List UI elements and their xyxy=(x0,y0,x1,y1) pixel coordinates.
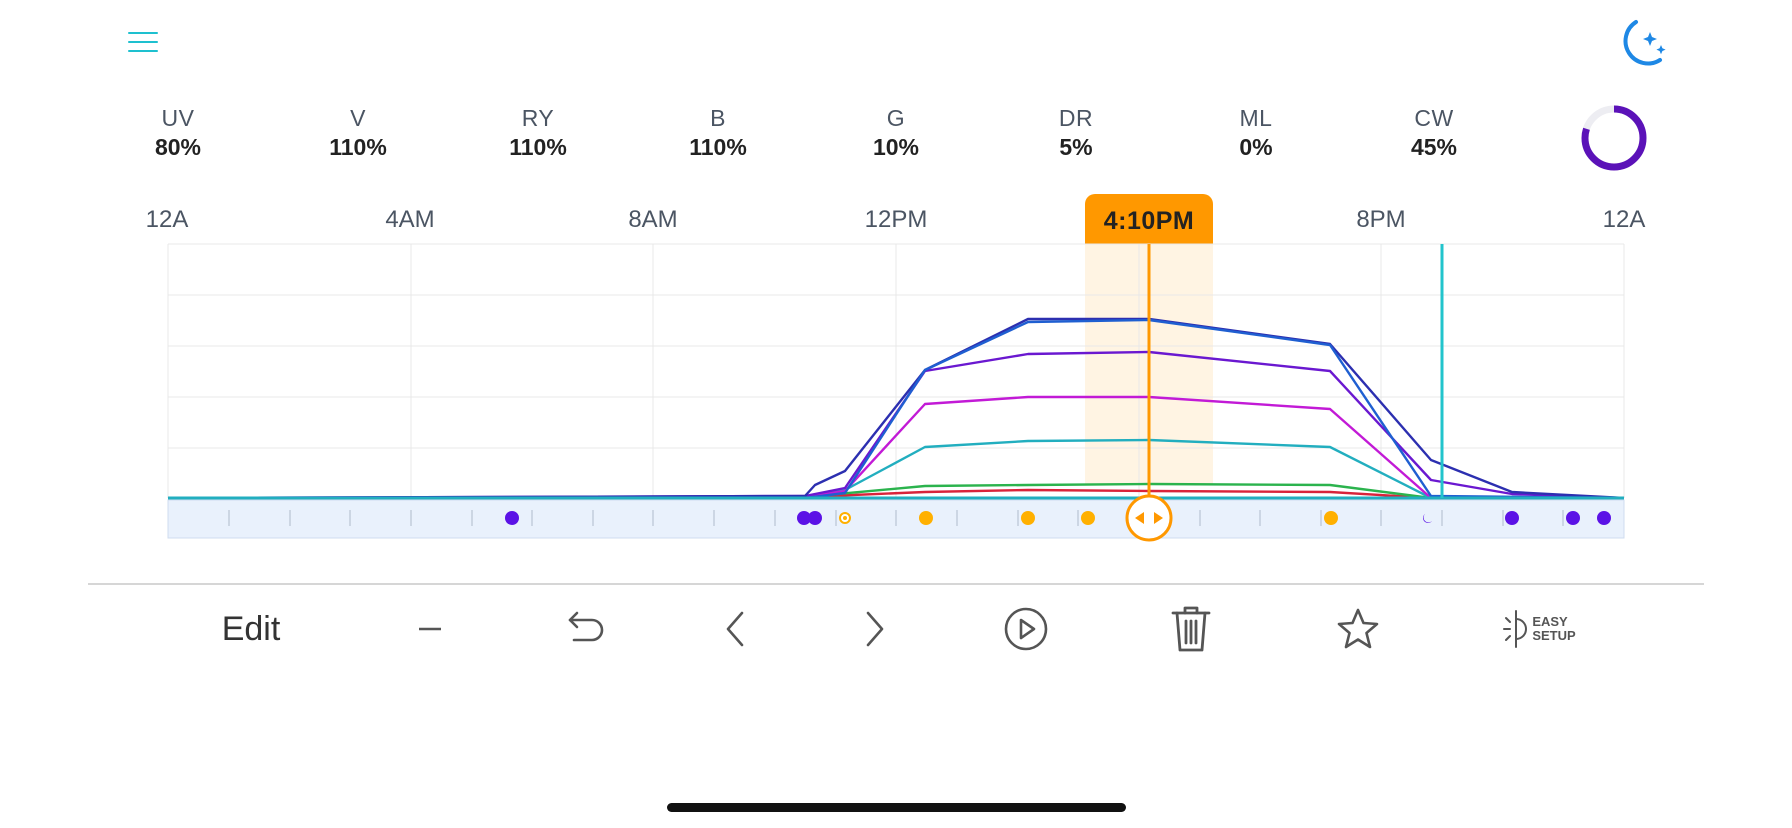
divider xyxy=(88,583,1704,585)
keyframe-dot[interactable] xyxy=(808,511,822,525)
keyframe-dot[interactable] xyxy=(919,511,933,525)
current-time-badge[interactable]: 4:10PM xyxy=(1085,194,1213,244)
curve-ry xyxy=(167,395,1624,500)
channel-name: B xyxy=(710,105,726,131)
keyframe-dot[interactable] xyxy=(1597,511,1611,525)
channel-g[interactable]: G 10% xyxy=(836,104,956,162)
time-label: 12A xyxy=(1602,206,1646,233)
channel-name: UV xyxy=(161,105,195,131)
channel-value: 110% xyxy=(509,134,567,160)
channel-name: V xyxy=(350,105,366,131)
time-label: 12A xyxy=(145,206,189,233)
keyframe-dot[interactable] xyxy=(1566,511,1580,525)
channel-ml[interactable]: ML 0% xyxy=(1196,104,1316,162)
channel-ry[interactable]: RY 110% xyxy=(478,104,598,162)
time-label: 8AM xyxy=(628,206,678,233)
channel-b[interactable]: B 110% xyxy=(658,104,778,162)
channel-value: 110% xyxy=(329,134,387,160)
home-indicator xyxy=(667,803,1126,812)
time-scrubber-handle[interactable] xyxy=(1125,494,1173,542)
chevron-right-icon[interactable] xyxy=(849,602,899,656)
channel-value: 110% xyxy=(689,134,747,160)
trash-icon[interactable] xyxy=(1165,602,1217,656)
channel-value: 5% xyxy=(1059,134,1093,160)
keyframe-markers[interactable] xyxy=(505,511,1611,525)
star-icon[interactable] xyxy=(1332,602,1384,656)
keyframe-dot[interactable] xyxy=(1505,511,1519,525)
play-icon[interactable] xyxy=(1000,602,1052,656)
menu-button[interactable] xyxy=(126,28,160,58)
channel-name: DR xyxy=(1058,105,1094,131)
channel-value: 80% xyxy=(154,134,202,160)
channel-cw[interactable]: CW 45% xyxy=(1374,104,1494,162)
channel-value: 0% xyxy=(1239,134,1273,160)
moon-stars-icon[interactable] xyxy=(1606,16,1670,74)
channel-dr[interactable]: DR 5% xyxy=(1016,104,1136,162)
channel-name: G xyxy=(886,105,906,131)
track-ticks xyxy=(228,510,1564,526)
minus-icon[interactable] xyxy=(405,602,455,656)
channel-uv[interactable]: UV 80% xyxy=(118,104,238,162)
time-label: 8PM xyxy=(1356,206,1406,233)
intensity-curves xyxy=(167,317,1625,500)
channel-v[interactable]: V 110% xyxy=(298,104,418,162)
keyframe-dot[interactable] xyxy=(505,511,519,525)
easy-setup-button[interactable]: EASY SETUP xyxy=(1498,602,1578,656)
easy-setup-line1: EASY xyxy=(1532,614,1568,629)
easy-setup-icon xyxy=(1503,610,1528,648)
channel-value: 10% xyxy=(872,134,920,160)
chevron-left-icon[interactable] xyxy=(711,602,761,656)
curve-v xyxy=(167,317,1625,500)
time-label: 4AM xyxy=(385,206,435,233)
easy-setup-line2: SETUP xyxy=(1532,628,1576,643)
channel-name: CW xyxy=(1414,105,1454,131)
chart-grid xyxy=(167,243,1625,498)
channel-value: 45% xyxy=(1410,134,1458,160)
easy-setup-label: EASY SETUP xyxy=(1532,615,1575,643)
progress-arc xyxy=(1581,105,1647,171)
keyframe-dot[interactable] xyxy=(797,511,811,525)
channel-name: RY xyxy=(521,105,555,131)
edit-button[interactable]: Edit xyxy=(221,609,281,648)
intensity-chart[interactable] xyxy=(0,0,1792,560)
curve-b xyxy=(168,318,1625,500)
progress-ring xyxy=(1581,105,1647,171)
undo-icon[interactable] xyxy=(560,602,610,656)
keyframe-dot[interactable] xyxy=(1021,511,1035,525)
keyframe-dot[interactable] xyxy=(1081,511,1095,525)
time-label: 12PM xyxy=(864,206,928,233)
keyframe-dot[interactable] xyxy=(1324,511,1338,525)
curve-uv xyxy=(167,350,1625,500)
channel-name: ML xyxy=(1239,105,1273,131)
